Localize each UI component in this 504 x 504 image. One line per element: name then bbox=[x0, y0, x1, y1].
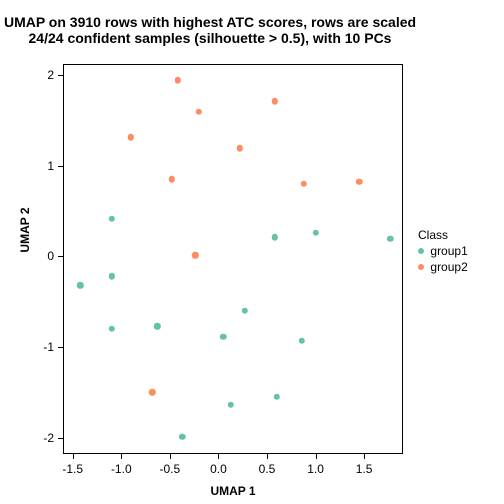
x-tick-label: 1.5 bbox=[356, 462, 373, 476]
legend-swatch bbox=[418, 248, 424, 254]
x-tick-label: 1.0 bbox=[307, 462, 324, 476]
y-tick-label: 0 bbox=[30, 249, 54, 263]
chart-title-line2: 24/24 confident samples (silhouette > 0.… bbox=[0, 30, 420, 47]
y-tick bbox=[58, 347, 63, 348]
legend-label: group1 bbox=[430, 244, 467, 258]
x-tick-label: -1.5 bbox=[62, 462, 83, 476]
x-axis-title: UMAP 1 bbox=[63, 484, 403, 498]
x-tick-label: -0.5 bbox=[160, 462, 181, 476]
y-tick bbox=[58, 75, 63, 76]
legend-item: group1 bbox=[418, 244, 468, 258]
legend-item: group2 bbox=[418, 260, 468, 274]
x-tick-label: 0.5 bbox=[259, 462, 276, 476]
legend-swatch bbox=[418, 264, 424, 270]
y-tick bbox=[58, 438, 63, 439]
y-tick-label: -1 bbox=[30, 340, 54, 354]
y-tick bbox=[58, 166, 63, 167]
y-axis-title: UMAP 2 bbox=[18, 110, 32, 350]
x-tick bbox=[121, 454, 122, 459]
y-tick-label: -2 bbox=[30, 431, 54, 445]
y-tick-label: 2 bbox=[30, 68, 54, 82]
x-tick-label: 0.0 bbox=[210, 462, 227, 476]
x-tick bbox=[364, 454, 365, 459]
plot-area bbox=[63, 64, 403, 454]
x-tick bbox=[267, 454, 268, 459]
legend: Class group1 group2 bbox=[418, 228, 468, 274]
y-tick bbox=[58, 256, 63, 257]
x-tick bbox=[73, 454, 74, 459]
x-tick-label: -1.0 bbox=[111, 462, 132, 476]
chart-stage: UMAP on 3910 rows with highest ATC score… bbox=[0, 0, 504, 504]
y-tick-label: 1 bbox=[30, 159, 54, 173]
x-tick bbox=[218, 454, 219, 459]
x-tick bbox=[316, 454, 317, 459]
chart-title-line1: UMAP on 3910 rows with highest ATC score… bbox=[0, 14, 420, 31]
x-tick bbox=[170, 454, 171, 459]
legend-title: Class bbox=[418, 228, 468, 242]
legend-label: group2 bbox=[430, 260, 467, 274]
